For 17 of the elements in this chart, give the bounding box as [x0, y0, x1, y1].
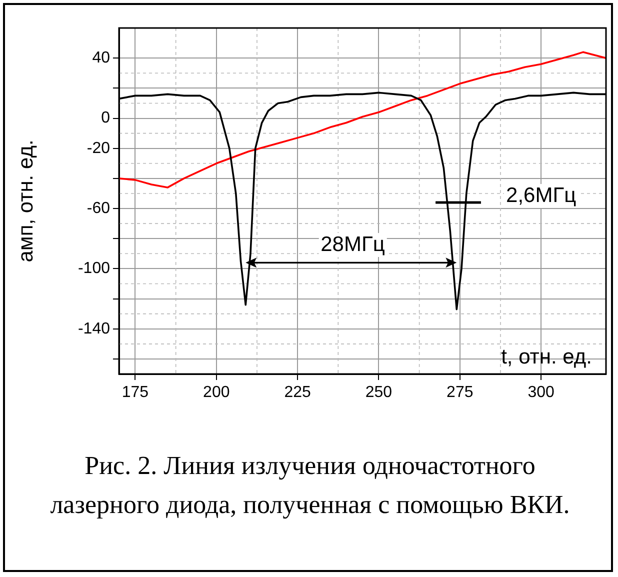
- y-tick-label: -20: [86, 140, 110, 157]
- annotation: 28МГц: [318, 232, 387, 257]
- annotation: 2,6МГц: [504, 184, 578, 208]
- x-axis-title: t, отн. ед.: [501, 345, 592, 368]
- text: Рис. 2. Линия излучения одночастотного лазерного диода, полученная с помощью ВКИ.: [49, 450, 571, 521]
- x-tick-label: 175: [122, 384, 149, 402]
- y-axis-title: амп, отн. ед.: [14, 140, 38, 262]
- x-tick-label: 250: [365, 384, 392, 402]
- y-tick-label: 40: [92, 49, 110, 66]
- y-tick-label: -60: [86, 200, 110, 217]
- y-tick-label: -100: [78, 260, 110, 278]
- x-tick-label: 300: [528, 384, 555, 402]
- y-tick-label: -140: [78, 320, 110, 338]
- x-tick-label: 275: [446, 384, 474, 402]
- y-tick-label: 0: [101, 110, 110, 127]
- x-tick-label: 225: [284, 384, 312, 402]
- x-tick-label: 200: [203, 384, 230, 402]
